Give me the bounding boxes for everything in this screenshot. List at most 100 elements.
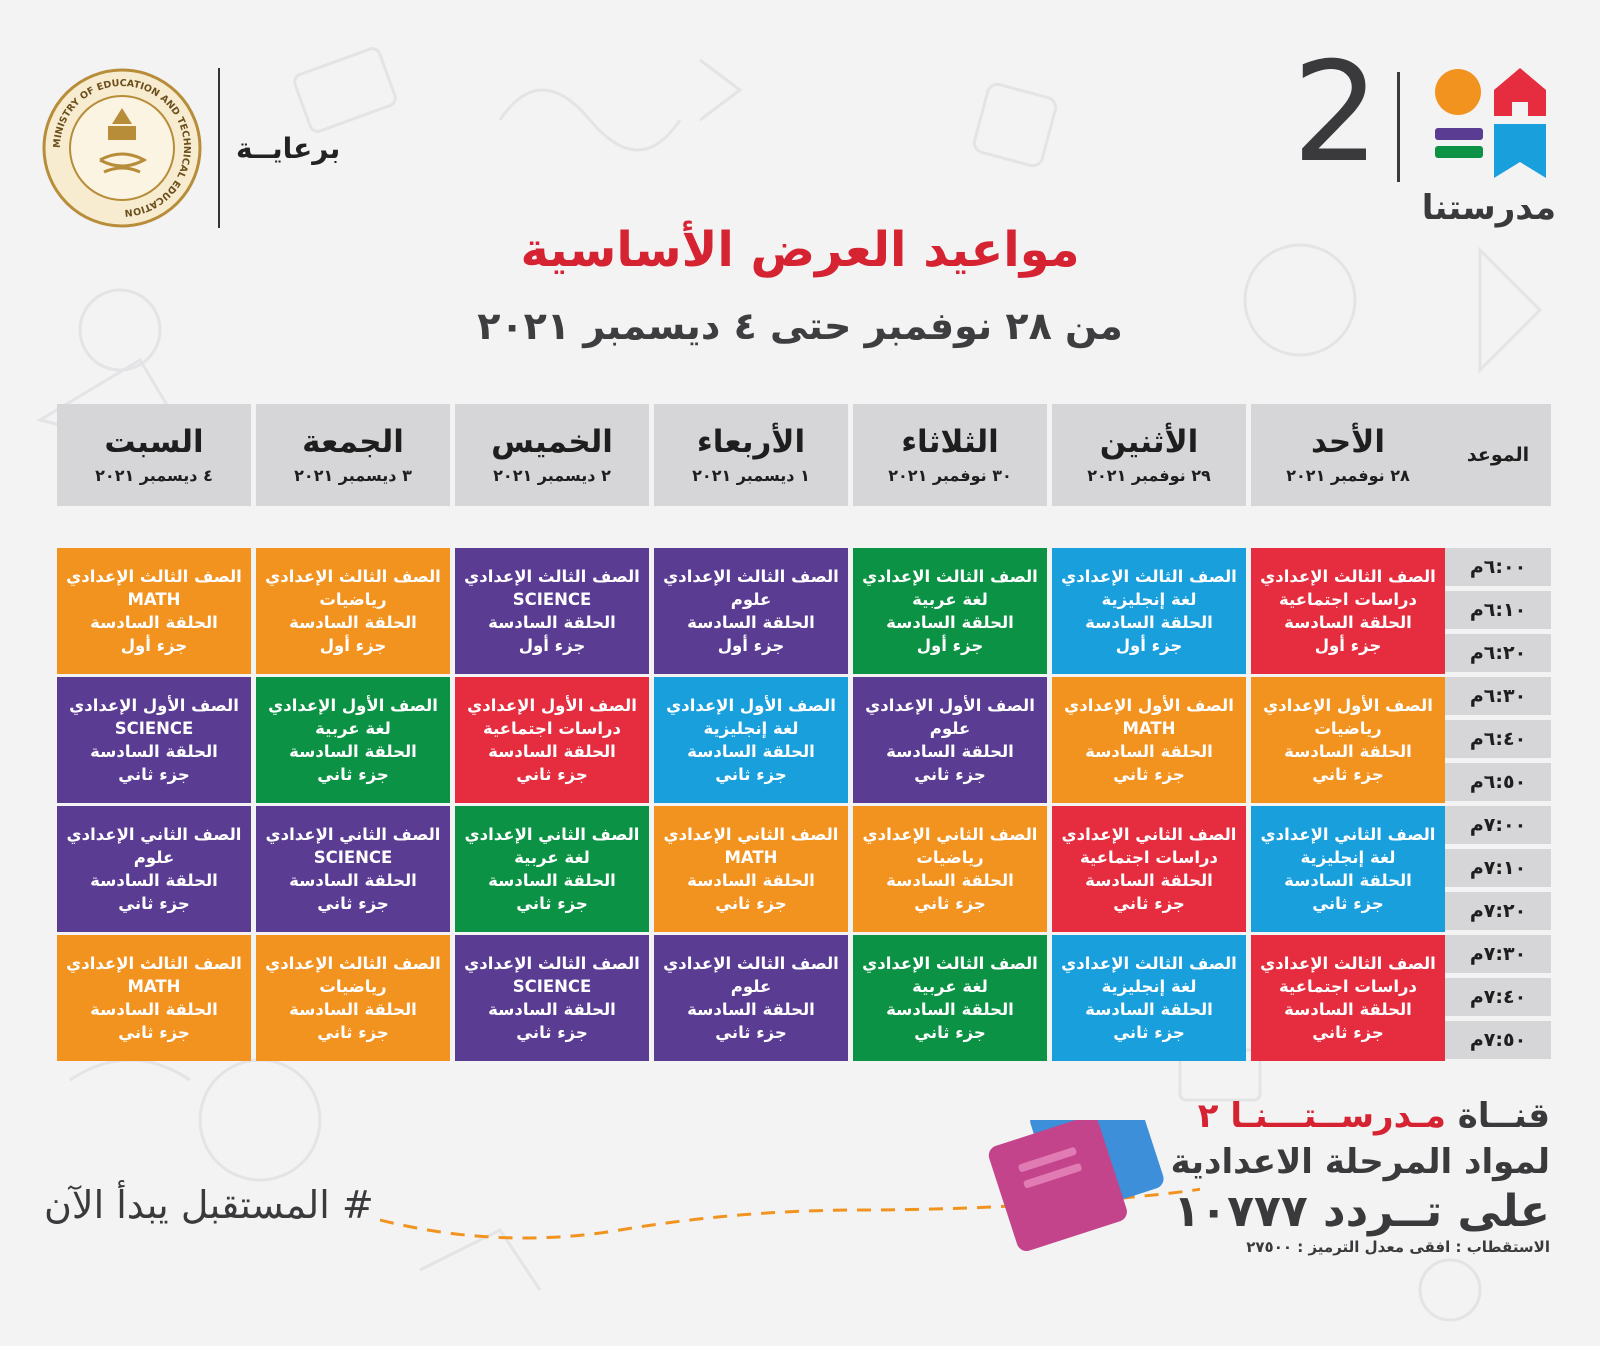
slot-cycle: الحلقة السادسة [1284, 613, 1412, 632]
slot-cycle: الحلقة السادسة [1284, 871, 1412, 890]
logo-name: مدرستنا [1421, 188, 1556, 228]
channel-prefix: قنــاة [1457, 1096, 1550, 1136]
slot-grade: الصف الثالث الإعدادي [862, 567, 1038, 586]
day-date: ٤ ديسمبر ٢٠٢١ [95, 466, 213, 485]
slogan: # المستقبل يبدأ الآن [44, 1183, 374, 1227]
slot-part: جزء ثاني [715, 1023, 787, 1042]
slot-grade: الصف الأول الإعدادي [467, 696, 637, 715]
slot-part: جزء ثاني [715, 894, 787, 913]
slot-part: جزء ثاني [914, 765, 986, 784]
slot-subject: لغة عربية [315, 719, 391, 738]
slot-grade: الصف الثالث الإعدادي [1061, 954, 1237, 973]
channel-brand: مـدرســتـــنـا ٢ [1197, 1096, 1446, 1136]
slot-grade: الصف الثالث الإعدادي [663, 954, 839, 973]
day-date: ٣ ديسمبر ٢٠٢١ [294, 466, 412, 485]
footer-art [380, 1120, 1200, 1252]
schedule-slot: الصف الثالث الإعدادي SCIENCE الحلقة السادس… [455, 935, 649, 1061]
time-cell: ٧:٤٠م [1445, 978, 1551, 1016]
slot-cycle: الحلقة السادسة [886, 613, 1014, 632]
sponsor-divider [218, 68, 220, 228]
schedule-slot: الصف الأول الإعدادي رياضيات الحلقة السادسة… [1251, 677, 1445, 803]
slot-subject: علوم [730, 977, 772, 996]
schedule-slot: الصف الأول الإعدادي علوم الحلقة السادسة جزء… [853, 677, 1047, 803]
slot-grade: الصف الثالث الإعدادي [862, 954, 1038, 973]
slot-cycle: الحلقة السادسة [1284, 742, 1412, 761]
slot-subject: رياضيات [916, 848, 984, 867]
slot-cycle: الحلقة السادسة [886, 742, 1014, 761]
schedule-slot: الصف الثالث الإعدادي MATH الحلقة السادسة جز… [57, 548, 251, 674]
schedule-slot: الصف الثالث الإعدادي لغة إنجليزية الحلقة ا… [1052, 935, 1246, 1061]
day-name: الخميس [491, 424, 613, 460]
day-header: الجمعة ٣ ديسمبر ٢٠٢١ [256, 404, 450, 506]
slot-part: جزء ثاني [715, 765, 787, 784]
schedule-slot: الصف الثاني الإعدادي لغة إنجليزية الحلقة ا… [1251, 806, 1445, 932]
slot-subject: دراسات اجتماعية [1080, 848, 1218, 867]
slot-grade: الصف الثالث الإعدادي [1260, 954, 1436, 973]
slot-cycle: الحلقة السادسة [1085, 742, 1213, 761]
slot-grade: الصف الثاني الإعدادي [66, 825, 242, 844]
slot-subject: رياضيات [319, 590, 387, 609]
slot-subject: لغة إنجليزية [1101, 590, 1197, 609]
day-name: الأربعاء [696, 424, 806, 460]
day-header: الأربعاء ١ ديسمبر ٢٠٢١ [654, 404, 848, 506]
slot-subject: SCIENCE [512, 590, 592, 609]
slot-part: جزء أول [916, 636, 984, 655]
slot-part: جزء ثاني [317, 765, 389, 784]
slot-grade: الصف الأول الإعدادي [865, 696, 1035, 715]
time-cell: ٦:٣٠م [1445, 677, 1551, 715]
schedule-slot: الصف الثالث الإعدادي رياضيات الحلقة السادس… [256, 548, 450, 674]
slot-part: جزء ثاني [118, 894, 190, 913]
schedule-slot: الصف الثالث الإعدادي SCIENCE الحلقة السادس… [455, 548, 649, 674]
slot-cycle: الحلقة السادسة [488, 1000, 616, 1019]
slot-grade: الصف الثاني الإعدادي [265, 825, 441, 844]
slot-part: جزء ثاني [1113, 1023, 1185, 1042]
slot-cycle: الحلقة السادسة [90, 613, 218, 632]
slot-grade: الصف الأول الإعدادي [1064, 696, 1234, 715]
day-header: الخميس ٢ ديسمبر ٢٠٢١ [455, 404, 649, 506]
slot-subject: علوم [730, 590, 772, 609]
channel-frequency: على تــردد ١٠٧٧٧ [1173, 1186, 1550, 1237]
page-subtitle: من ٢٨ نوفمبر حتى ٤ ديسمبر ٢٠٢١ [477, 304, 1123, 348]
day-name: الثلاثاء [901, 424, 999, 460]
slot-part: جزء ثاني [1113, 765, 1185, 784]
slot-grade: الصف الثالث الإعدادي [66, 567, 242, 586]
schedule-slot: الصف الأول الإعدادي SCIENCE الحلقة السادسة… [57, 677, 251, 803]
slot-subject: SCIENCE [114, 719, 194, 738]
schedule-slot: الصف الثالث الإعدادي لغة عربية الحلقة السا… [853, 935, 1047, 1061]
day-date: ٢٨ نوفمبر ٢٠٢١ [1286, 466, 1410, 485]
schedule-slot: الصف الأول الإعدادي لغة إنجليزية الحلقة ال… [654, 677, 848, 803]
slot-part: جزء أول [1314, 636, 1382, 655]
schedule-slot: الصف الثالث الإعدادي MATH الحلقة السادسة جز… [57, 935, 251, 1061]
slot-cycle: الحلقة السادسة [886, 1000, 1014, 1019]
slot-subject: رياضيات [1314, 719, 1382, 738]
slot-cycle: الحلقة السادسة [90, 1000, 218, 1019]
time-cell: ٦:٥٠م [1445, 763, 1551, 801]
schedule-slot: الصف الثاني الإعدادي رياضيات الحلقة السادس… [853, 806, 1047, 932]
day-header: السبت ٤ ديسمبر ٢٠٢١ [57, 404, 251, 506]
slot-cycle: الحلقة السادسة [488, 871, 616, 890]
day-name: الجمعة [302, 424, 404, 460]
notebook-icon [988, 1120, 1164, 1252]
page-title: مواعيد العرض الأساسية [520, 222, 1080, 278]
slot-subject: لغة إنجليزية [1101, 977, 1197, 996]
time-cell: ٦:٢٠م [1445, 634, 1551, 672]
slot-part: جزء ثاني [1312, 1023, 1384, 1042]
day-header: الأحد ٢٨ نوفمبر ٢٠٢١ [1251, 404, 1445, 506]
slot-cycle: الحلقة السادسة [886, 871, 1014, 890]
slot-cycle: الحلقة السادسة [1085, 613, 1213, 632]
slot-grade: الصف الثالث الإعدادي [464, 954, 640, 973]
slot-grade: الصف الثالث الإعدادي [66, 954, 242, 973]
ministry-seal-logo: MINISTRY OF EDUCATION AND TECHNICAL EDUC… [42, 68, 202, 228]
day-date: ١ ديسمبر ٢٠٢١ [692, 466, 810, 485]
schedule-slot: الصف الثاني الإعدادي MATH الحلقة السادسة جز… [654, 806, 848, 932]
time-cell: ٦:٠٠م [1445, 548, 1551, 586]
slot-subject: لغة إنجليزية [1300, 848, 1396, 867]
day-name: السبت [104, 424, 204, 460]
slot-grade: الصف الأول الإعدادي [268, 696, 438, 715]
slot-subject: رياضيات [319, 977, 387, 996]
time-cell: ٧:٣٠م [1445, 935, 1551, 973]
slot-subject: MATH [127, 977, 181, 996]
channel-polarization: الاستقطاب : افقى معدل الترميز : ٢٧٥٠٠ [1246, 1238, 1550, 1256]
day-header: الأثنين ٢٩ نوفمبر ٢٠٢١ [1052, 404, 1246, 506]
slot-grade: الصف الثالث الإعدادي [1061, 567, 1237, 586]
